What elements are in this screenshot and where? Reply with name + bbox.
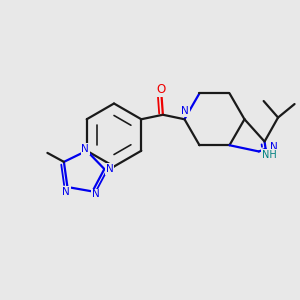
Text: O: O [157, 83, 166, 96]
Text: N: N [106, 164, 114, 174]
Text: N: N [92, 189, 99, 200]
Text: NH: NH [262, 150, 277, 160]
Text: N: N [81, 144, 89, 154]
Text: N: N [62, 187, 70, 196]
Text: N: N [181, 106, 189, 116]
Text: N: N [270, 142, 278, 152]
